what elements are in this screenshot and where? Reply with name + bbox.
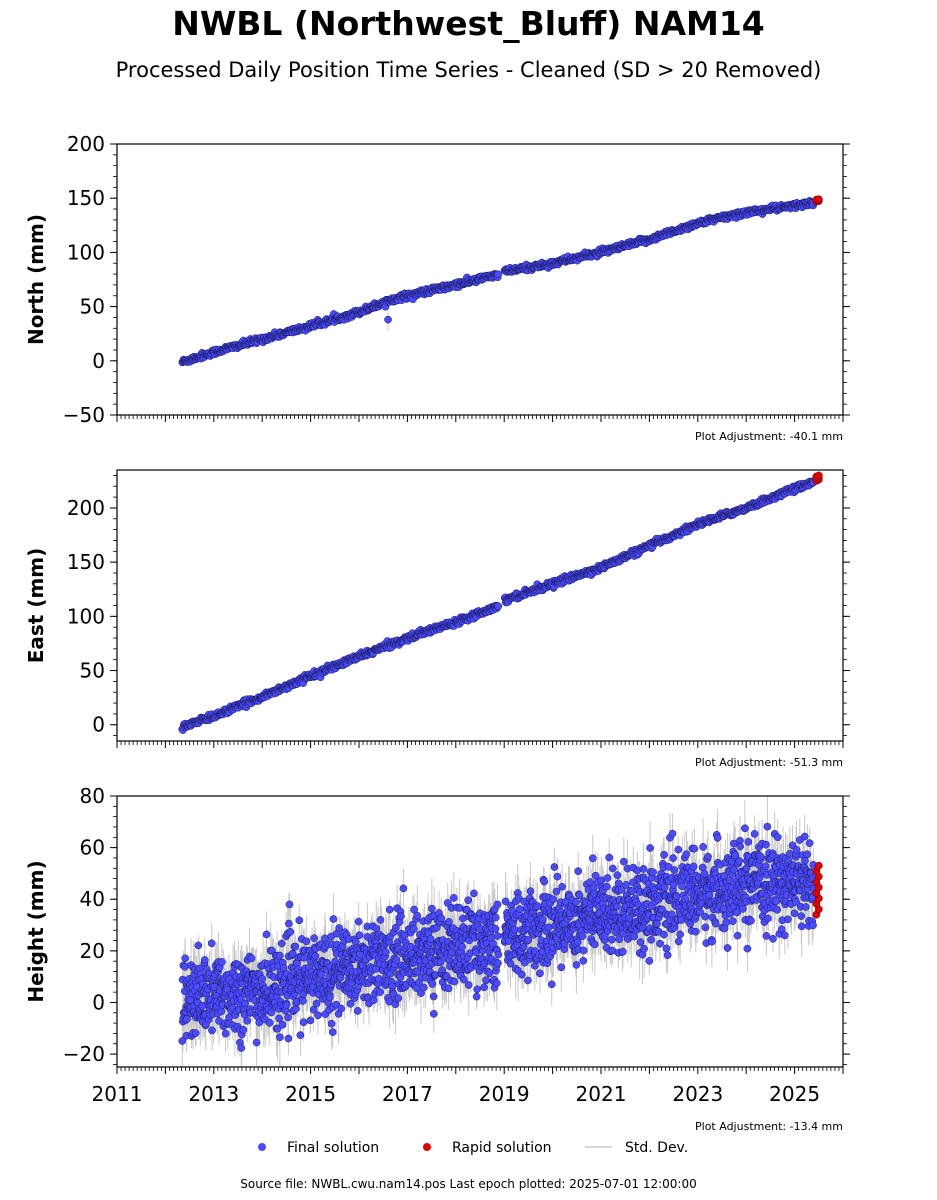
std-dev-bars: [181, 199, 815, 366]
y-tick-label: −50: [63, 403, 105, 427]
final-point: [494, 270, 503, 279]
y-tick-label: 200: [67, 496, 105, 520]
plot-adjustment-note: Plot Adjustment: -51.3 mm: [695, 756, 843, 769]
final-point: [494, 602, 503, 611]
plot-adjustment-note: Plot Adjustment: -40.1 mm: [695, 430, 843, 443]
y-tick-label: 100: [67, 604, 105, 628]
y-tick-label: 150: [67, 550, 105, 574]
chart-title: NWBL (Northwest_Bluff) NAM14: [172, 4, 765, 43]
rapid-point: [814, 471, 823, 480]
panel-plot-area: [178, 796, 823, 1067]
y-tick-label: 0: [92, 713, 105, 737]
rapid-solution-points: [812, 471, 823, 485]
y-tick-label: 100: [67, 240, 105, 264]
chart-subtitle: Processed Daily Position Time Series - C…: [115, 58, 822, 82]
y-tick-label: 50: [80, 659, 105, 683]
panel-1: 0 50 100 150 200 East (mm) Plot Adjustment: -5…: [24, 469, 850, 769]
y-axis-label: East (mm): [24, 548, 48, 664]
y-tick-label: 0: [92, 349, 105, 373]
x-axis: [116, 415, 844, 422]
panel-0: −50 0 50 100 150 200 North (mm) Plot Adjustment…: [24, 132, 850, 443]
panel-plot-area: [178, 471, 823, 734]
y-tick-label: 200: [67, 132, 105, 156]
rapid-solution-points: [812, 195, 823, 206]
y-tick-label: 150: [67, 186, 105, 210]
panel-plot-area: [178, 195, 823, 367]
y-axis: 0 50 100 150 200: [67, 475, 850, 737]
x-axis: [116, 741, 844, 748]
y-tick-label: 50: [80, 295, 105, 319]
rapid-point: [814, 195, 823, 204]
final-point: [384, 315, 392, 324]
y-axis-label: North (mm): [24, 214, 48, 345]
y-axis: −50 0 50 100 150 200: [63, 132, 850, 427]
final-solution-points: [178, 196, 818, 367]
final-solution-points: [178, 477, 818, 734]
